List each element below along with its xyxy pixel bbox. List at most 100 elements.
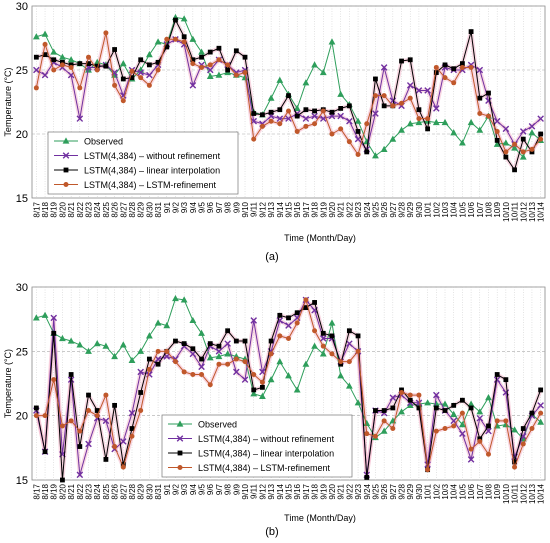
x-tick-label: 8/28 [128,201,137,217]
data-point [364,149,370,155]
data-point [94,63,100,69]
data-point [468,29,474,34]
x-tick-label: 8/23 [85,201,94,217]
data-point [416,392,422,398]
data-point [398,126,405,133]
data-point [154,319,162,326]
data-point [103,392,109,398]
data-point [458,421,466,428]
x-tick-label: 9/4 [189,201,198,213]
data-point [224,340,231,347]
legend-label: LSTM(4,384) – without refinement [198,434,335,444]
data-point [294,128,300,134]
x-tick-label: 9/20 [328,483,337,499]
x-tick-label: 9/17 [302,483,311,499]
data-point [520,426,526,431]
x-tick-label: 8/22 [76,483,85,499]
x-tick-label: 10/13 [528,201,537,222]
data-point [41,71,49,79]
data-point [416,107,422,113]
data-point [285,372,292,379]
data-point [303,107,309,113]
x-tick-label: 9/8 [224,201,233,213]
x-tick-label: 8/24 [93,483,102,499]
x-tick-label: 8/17 [32,483,41,499]
data-point [59,423,65,429]
x-tick-label: 9/25 [371,201,380,217]
data-point [199,371,205,377]
data-point [303,297,309,303]
data-point [477,438,483,444]
data-point [33,85,39,91]
data-point [267,94,275,101]
data-point [41,30,49,37]
data-point [181,34,187,40]
series-without-refinement [33,35,544,153]
x-tick-label: 10/11 [511,483,520,503]
data-point [355,333,361,339]
data-point [199,64,205,70]
x-tick-label: 8/25 [102,201,111,217]
data-point [198,48,205,55]
data-point [425,467,431,473]
data-point [94,67,100,73]
legend-marker [177,450,183,456]
data-point [407,95,413,101]
data-point [42,413,48,419]
data-point [372,93,378,99]
data-point [442,408,448,413]
x-tick-label: 10/8 [484,201,493,217]
data-point [519,128,527,135]
data-point [345,382,353,389]
x-tick-label: 9/1 [163,483,172,495]
x-tick-label: 9/30 [415,201,424,217]
data-point [407,392,413,398]
data-point [476,414,484,422]
data-point [459,410,465,416]
data-point [451,402,457,408]
data-point [276,358,284,365]
data-point [189,350,197,358]
x-tick-label: 9/24 [363,483,372,499]
x-tick-label: 9/7 [215,201,224,213]
data-point [129,68,135,74]
data-point [51,377,57,383]
data-point [319,350,327,357]
data-point [311,342,318,349]
series-observed [32,294,545,442]
data-point [233,338,239,344]
data-point [346,340,353,347]
x-tick-label: 10/2 [432,201,441,217]
data-point [537,402,544,409]
legend-marker [63,167,69,173]
data-point [494,418,500,424]
legend-box [161,414,353,478]
data-point [76,471,84,479]
x-tick-label: 10/10 [502,483,511,504]
data-point [520,441,526,447]
data-point [467,400,475,407]
data-point [250,390,258,397]
data-point [538,410,544,416]
data-point [154,38,162,45]
data-point [477,111,483,117]
data-point [529,426,535,432]
x-tick-label: 10/4 [450,201,459,217]
x-tick-label: 9/10 [241,483,250,499]
data-point [406,401,414,408]
data-point [529,410,535,416]
data-point [380,64,388,71]
x-tick-label: 8/27 [119,483,128,499]
data-point [145,51,153,58]
data-point [415,87,423,94]
data-point [164,44,170,50]
x-tick-label: 8/27 [119,201,128,217]
x-tick-label: 9/5 [198,201,207,213]
data-point [189,316,197,324]
data-point [233,72,239,78]
data-point [512,459,517,465]
data-point [337,372,345,379]
data-point [398,408,405,415]
data-point [381,408,387,413]
x-tick-label: 9/11 [250,483,259,499]
